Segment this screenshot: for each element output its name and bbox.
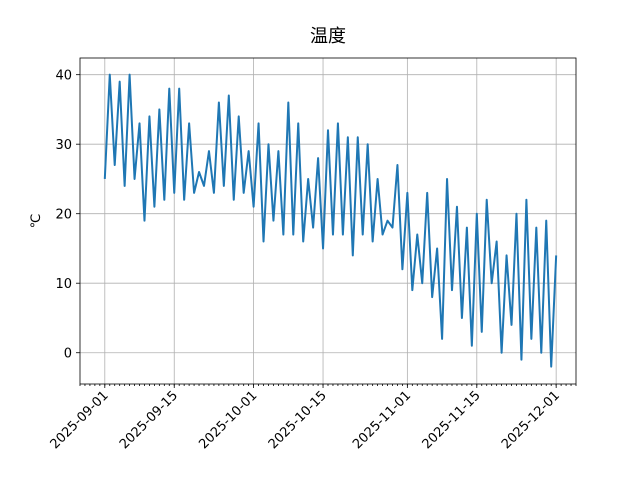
y-axis-label: ℃ bbox=[29, 214, 44, 229]
x-tick-label: 2025-11-01 bbox=[350, 388, 414, 452]
x-tick-label: 2025-12-01 bbox=[499, 388, 563, 452]
y-tick-label: 20 bbox=[55, 208, 72, 223]
y-tick-label: 0 bbox=[64, 347, 72, 362]
line-series bbox=[103, 73, 558, 368]
y-tick-label: 30 bbox=[55, 138, 72, 153]
plot-frame bbox=[79, 57, 577, 385]
chart-title: 温度 bbox=[310, 26, 346, 47]
x-tick-label: 2025-10-01 bbox=[196, 388, 260, 452]
x-tick-label: 2025-09-15 bbox=[117, 388, 181, 452]
y-tick-label: 40 bbox=[55, 69, 72, 84]
x-tick-label: 2025-09-01 bbox=[48, 388, 112, 452]
x-tick-label: 2025-10-15 bbox=[266, 388, 330, 452]
y-tick-label: 10 bbox=[55, 277, 72, 292]
x-tick-label: 2025-11-15 bbox=[420, 388, 484, 452]
